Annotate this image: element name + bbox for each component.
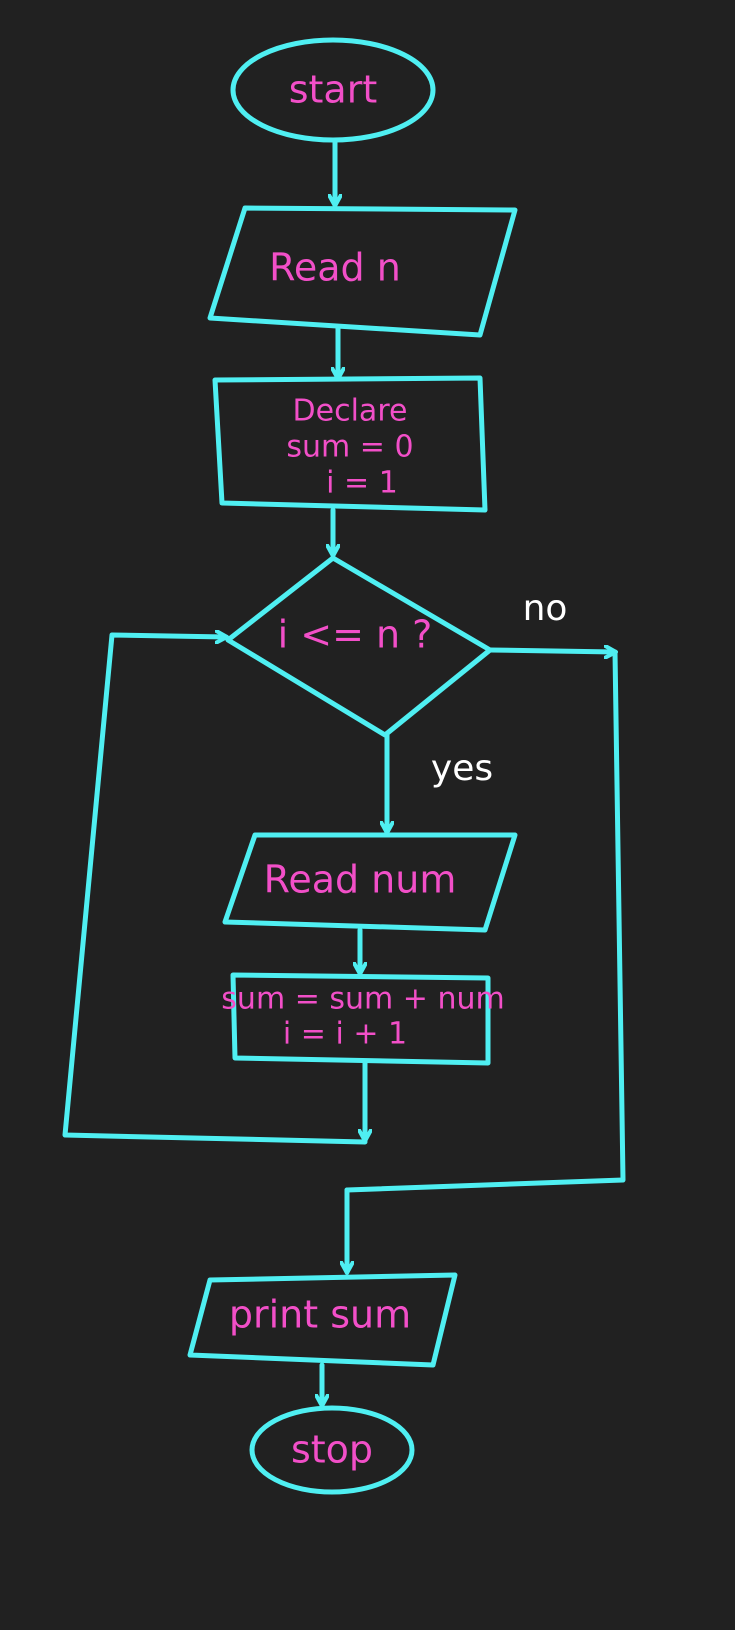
stop-node: stop bbox=[249, 1405, 415, 1495]
arrow-no-branch bbox=[487, 650, 615, 652]
declare-node: Declare sum = 0 i = 1 bbox=[212, 375, 488, 513]
no-branch-connector bbox=[344, 649, 626, 1193]
declare-line-1: Declare bbox=[293, 394, 408, 429]
yes-branch-label: yes bbox=[431, 748, 493, 789]
read-num-label: Read num bbox=[264, 858, 457, 902]
read-n-label: Read n bbox=[269, 246, 401, 290]
print-sum-node: print sum bbox=[187, 1272, 458, 1368]
declare-line-3: i = 1 bbox=[326, 466, 398, 501]
declare-line-2: sum = 0 bbox=[286, 430, 413, 465]
update-line-2: i = i + 1 bbox=[283, 1017, 407, 1052]
condition-label: i <= n ? bbox=[278, 613, 433, 657]
print-sum-label: print sum bbox=[229, 1293, 411, 1337]
no-branch-label: no bbox=[523, 588, 568, 629]
start-label: start bbox=[289, 68, 378, 112]
condition-node: i <= n ? bbox=[225, 555, 493, 738]
read-num-node: Read num bbox=[222, 832, 518, 933]
update-line-1: sum = sum + num bbox=[221, 982, 504, 1017]
stop-label: stop bbox=[291, 1428, 373, 1472]
start-node: start bbox=[230, 37, 436, 143]
read-n-node: Read n bbox=[207, 205, 518, 338]
update-node: sum = sum + num i = i + 1 bbox=[221, 972, 505, 1066]
loop-back-connector bbox=[62, 635, 368, 1145]
